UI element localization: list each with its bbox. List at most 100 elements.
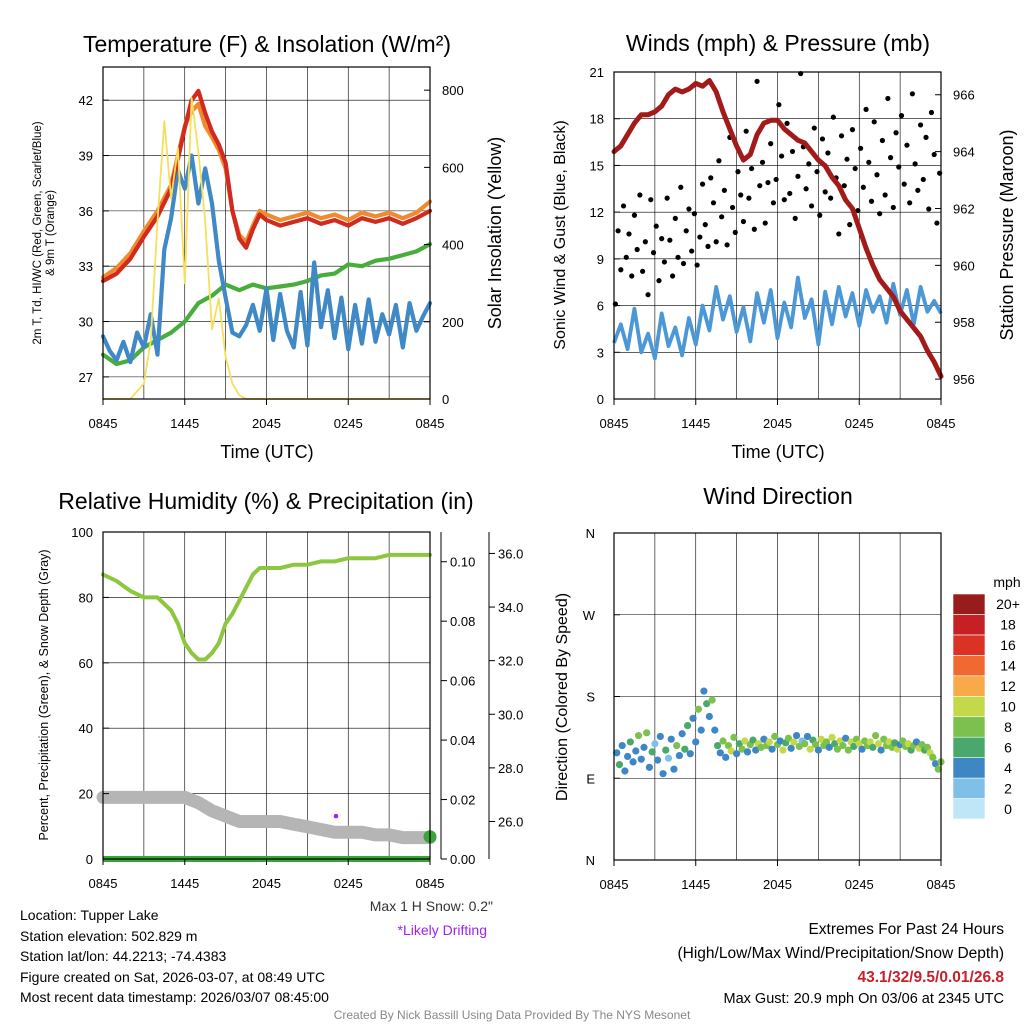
temperature-ytick-label: 39 bbox=[79, 149, 93, 164]
direction-point bbox=[803, 732, 812, 741]
temperature-panel: Temperature (F) & Insolation (W/m²) 0845… bbox=[32, 31, 505, 462]
gust-point bbox=[765, 179, 771, 186]
colorbar-swatch bbox=[952, 655, 986, 677]
temperature-grid bbox=[103, 67, 430, 399]
winds-ytick-label: 0 bbox=[597, 392, 604, 407]
insolation-ytick-right-label: 0 bbox=[442, 392, 449, 407]
direction-point bbox=[743, 748, 752, 756]
gust-point bbox=[778, 153, 785, 159]
direction-point bbox=[681, 745, 689, 753]
direction-point bbox=[934, 765, 942, 773]
direction-point bbox=[844, 746, 852, 754]
direction-point bbox=[828, 733, 836, 741]
winds-title: Winds (mph) & Pressure (mb) bbox=[626, 30, 930, 56]
gust-point bbox=[909, 91, 915, 97]
wind-direction-panel: Wind Direction 0845 1445 2045 0245 0845 N E S W N… bbox=[554, 483, 1021, 892]
direction-point bbox=[923, 743, 931, 751]
colorbar-label: 16 bbox=[1000, 637, 1016, 653]
direction-point bbox=[880, 735, 888, 743]
direction-point bbox=[654, 756, 662, 764]
gust-point bbox=[907, 200, 913, 206]
gust-point bbox=[702, 222, 708, 228]
wind-direction-ytick-label: N bbox=[586, 853, 595, 868]
gust-point bbox=[776, 102, 782, 108]
winds-series bbox=[611, 70, 944, 379]
gust-point bbox=[879, 137, 886, 144]
direction-point bbox=[771, 732, 779, 741]
gust-point bbox=[784, 120, 790, 126]
gust-point bbox=[618, 267, 624, 273]
gust-point bbox=[721, 187, 727, 193]
direction-point bbox=[713, 741, 722, 750]
direction-point bbox=[637, 755, 645, 763]
gust-point bbox=[746, 195, 752, 201]
gust-point bbox=[650, 250, 657, 256]
direction-point bbox=[855, 740, 863, 748]
gust-point bbox=[738, 192, 744, 198]
wind-direction-xtick-label: 0245 bbox=[845, 877, 874, 892]
colorbar-label: 4 bbox=[1004, 760, 1012, 776]
gust-point bbox=[871, 119, 877, 125]
colorbar-label: 10 bbox=[1000, 699, 1016, 715]
gust-point bbox=[754, 78, 760, 84]
wind-speed-colorbar: 0 2 4 6 8 10 12 14 16 18 20+ bbox=[952, 593, 1020, 820]
series-sonic-wind bbox=[612, 275, 943, 361]
gust-point bbox=[735, 169, 741, 175]
humidity-xtick-label: 0845 bbox=[89, 876, 118, 891]
max-snow-annotation: Max 1 H Snow: 0.2" bbox=[370, 898, 493, 914]
temperature-axis-ticks: 0845 1445 2045 0245 0845 27 30 33 36 39 42 0 200 400 6… bbox=[79, 83, 464, 431]
colorbar-swatch bbox=[952, 716, 986, 738]
gust-point bbox=[868, 198, 875, 204]
direction-point bbox=[795, 742, 803, 751]
gust-point bbox=[686, 206, 692, 212]
wind-direction-axis-ticks: 0845 1445 2045 0245 0845 N E S W N bbox=[583, 526, 956, 892]
direction-point bbox=[872, 731, 880, 740]
direction-point bbox=[692, 738, 700, 746]
pressure-ytick-right-label: 958 bbox=[953, 315, 975, 330]
gust-point bbox=[841, 183, 847, 189]
humidity-title: Relative Humidity (%) & Precipitation (i… bbox=[58, 488, 473, 514]
series-hi-wc bbox=[100, 153, 433, 365]
humidity-panel: Relative Humidity (%) & Precipitation (i… bbox=[37, 488, 523, 938]
direction-point bbox=[651, 740, 659, 748]
gust-point bbox=[672, 215, 678, 221]
gust-point bbox=[817, 212, 823, 218]
temperature-ytick-label: 30 bbox=[79, 315, 93, 330]
direction-point bbox=[735, 740, 743, 748]
direction-point bbox=[768, 745, 776, 753]
gust-point bbox=[678, 184, 684, 190]
humidity-ylabel: Percent, Precipitation (Green), & Snow D… bbox=[37, 549, 51, 840]
direction-point bbox=[874, 740, 882, 748]
wind-direction-grid bbox=[614, 533, 941, 860]
gust-point bbox=[710, 200, 717, 206]
direction-point bbox=[613, 749, 621, 757]
gust-point bbox=[928, 109, 935, 116]
winds-ylabel-left: Sonic Wind & Gust (Blue, Black) bbox=[552, 120, 569, 349]
direction-point bbox=[624, 752, 632, 761]
gust-point bbox=[852, 165, 858, 172]
wind-direction-xtick-label: 0845 bbox=[600, 877, 629, 892]
winds-xtick-label: 0845 bbox=[600, 416, 629, 431]
gust-point bbox=[762, 220, 768, 226]
gust-point bbox=[896, 164, 902, 170]
direction-point bbox=[708, 696, 716, 704]
colorbar-swatch bbox=[952, 798, 986, 820]
direction-point bbox=[656, 732, 664, 741]
direction-point bbox=[711, 726, 719, 734]
direction-point bbox=[689, 714, 697, 722]
drift-marker bbox=[333, 813, 339, 819]
gust-point bbox=[847, 222, 853, 228]
direction-point bbox=[727, 747, 735, 755]
station-latlon: Station lat/lon: 44.2213; -74.4383 bbox=[20, 948, 227, 964]
gust-point bbox=[631, 212, 638, 218]
gust-point bbox=[653, 223, 659, 229]
extremes-title: Extremes For Past 24 Hours bbox=[808, 921, 1004, 938]
gust-point bbox=[844, 156, 850, 162]
snow-ytick-label: 26.0 bbox=[498, 814, 523, 829]
extremes-subtitle: (High/Low/Max Wind/Precipitation/Snow De… bbox=[678, 945, 1005, 962]
gust-point bbox=[882, 192, 888, 198]
direction-point bbox=[667, 735, 675, 743]
winds-xtick-label: 0245 bbox=[845, 416, 874, 431]
gust-point bbox=[637, 192, 643, 198]
gust-point bbox=[669, 273, 676, 279]
